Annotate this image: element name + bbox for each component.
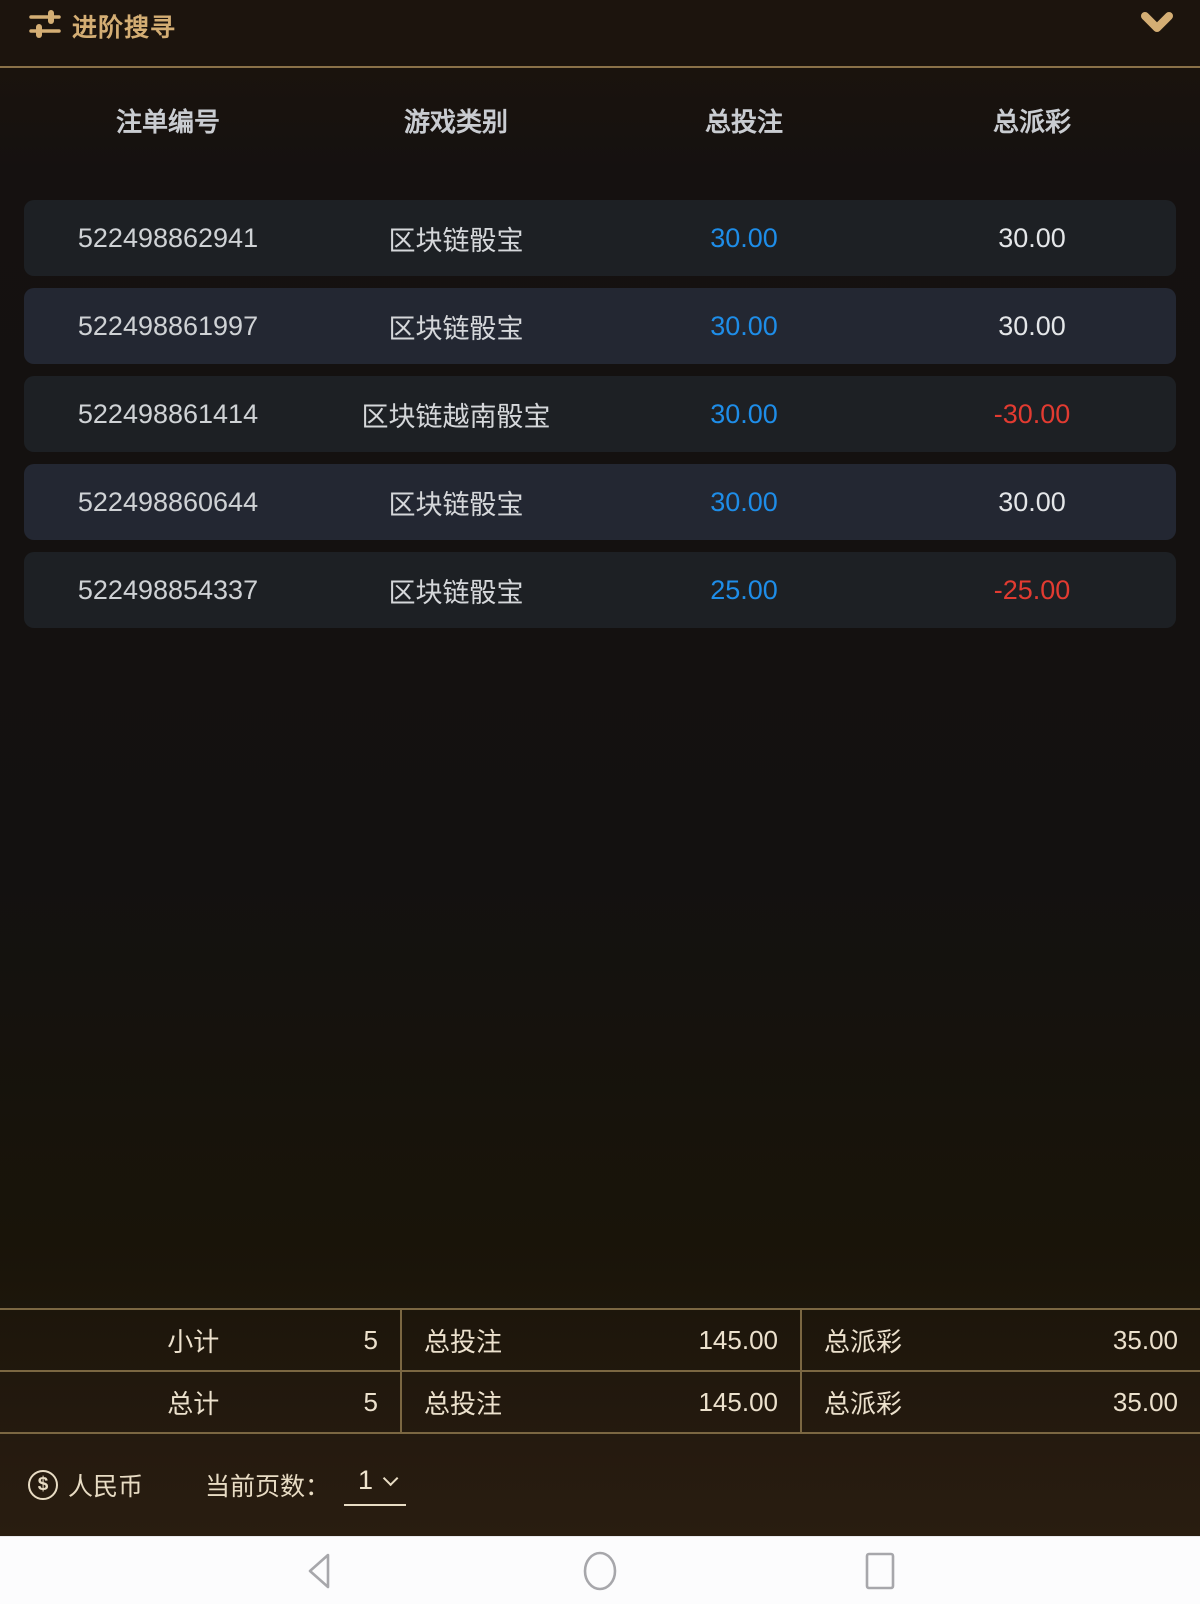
subtotal-payout-total: 35.00 — [1112, 1324, 1178, 1355]
payout-amount: 30.00 — [998, 310, 1066, 341]
grand-total-row: 总计 5 总投注 145.00 总派彩 35.00 — [0, 1372, 1200, 1434]
summary-table: 小计 5 总投注 145.00 总派彩 35.00 总计 5 总投注 145.0… — [0, 1308, 1200, 1434]
bet-amount: 25.00 — [710, 574, 778, 605]
table-row[interactable]: 522498862941 区块链骰宝 30.00 30.00 — [24, 200, 1176, 276]
payout-amount: 30.00 — [998, 486, 1066, 517]
currency-label: 人民币 — [68, 1473, 144, 1501]
table-row[interactable]: 522498854337 区块链骰宝 25.00 -25.00 — [24, 552, 1176, 628]
page-selector-group: 当前页数： 1 — [205, 1464, 407, 1506]
bet-amount: 30.00 — [710, 310, 778, 341]
total-bet-total: 145.00 — [698, 1386, 778, 1417]
subtotal-label: 小计 — [167, 1326, 220, 1357]
current-page-label: 当前页数： — [205, 1473, 331, 1501]
subtotal-count: 5 — [363, 1324, 378, 1355]
game-category: 区块链骰宝 — [388, 313, 524, 344]
total-payout-label: 总派彩 — [824, 1388, 903, 1419]
pagination-footer: $ 人民币 当前页数： 1 — [0, 1434, 1200, 1536]
recents-button[interactable] — [859, 1550, 901, 1592]
filter-sliders-icon — [28, 6, 62, 45]
total-bet-label: 总投注 — [424, 1388, 503, 1419]
game-category: 区块链骰宝 — [388, 489, 524, 520]
table-row[interactable]: 522498861997 区块链骰宝 30.00 30.00 — [24, 288, 1176, 364]
android-navigation-bar — [0, 1536, 1200, 1604]
current-page-number: 1 — [358, 1464, 374, 1495]
column-header-game: 游戏类别 — [403, 106, 508, 137]
total-label: 总计 — [167, 1388, 220, 1419]
empty-area — [0, 640, 1200, 1308]
bet-id: 522498854337 — [77, 574, 259, 605]
payout-amount: -25.00 — [993, 574, 1071, 605]
bet-amount: 30.00 — [710, 398, 778, 429]
bet-amount: 30.00 — [710, 486, 778, 517]
payout-amount: 30.00 — [998, 222, 1066, 253]
bet-id: 522498862941 — [77, 222, 259, 253]
advanced-search-label: 进阶搜寻 — [72, 13, 177, 42]
bet-amount: 30.00 — [710, 222, 778, 253]
advanced-search-bar: 进阶搜寻 — [0, 0, 1200, 68]
currency-indicator: $ 人民币 — [28, 1467, 143, 1503]
bet-id: 522498860644 — [77, 486, 259, 517]
table-row[interactable]: 522498861414 区块链越南骰宝 30.00 -30.00 — [24, 376, 1176, 452]
game-category: 区块链骰宝 — [388, 225, 524, 256]
subtotal-row: 小计 5 总投注 145.00 总派彩 35.00 — [0, 1310, 1200, 1372]
page-select-dropdown[interactable]: 1 — [344, 1464, 407, 1506]
game-category: 区块链骰宝 — [388, 577, 524, 608]
dollar-coin-icon: $ — [28, 1470, 58, 1500]
column-header-total-payout: 总派彩 — [992, 106, 1071, 137]
chevron-down-icon[interactable] — [1140, 8, 1174, 41]
game-category: 区块链越南骰宝 — [361, 401, 551, 432]
column-header-bet-id: 注单编号 — [115, 106, 220, 137]
subtotal-payout-label: 总派彩 — [824, 1326, 903, 1357]
advanced-search-toggle[interactable]: 进阶搜寻 — [28, 6, 176, 45]
table-body: 522498862941 区块链骰宝 30.00 30.00 522498861… — [24, 200, 1176, 640]
subtotal-bet-total: 145.00 — [698, 1324, 778, 1355]
total-count: 5 — [363, 1386, 378, 1417]
home-button[interactable] — [579, 1550, 621, 1592]
table-header: 注单编号 游戏类别 总投注 总派彩 — [24, 100, 1176, 140]
chevron-down-icon — [382, 1470, 399, 1486]
table-row[interactable]: 522498860644 区块链骰宝 30.00 30.00 — [24, 464, 1176, 540]
bet-id: 522498861414 — [77, 398, 259, 429]
back-button[interactable] — [299, 1550, 341, 1592]
subtotal-bet-label: 总投注 — [424, 1326, 503, 1357]
total-payout-total: 35.00 — [1112, 1386, 1178, 1417]
payout-amount: -30.00 — [993, 398, 1071, 429]
column-header-total-bet: 总投注 — [704, 106, 783, 137]
bet-records-panel: 注单编号 游戏类别 总投注 总派彩 522498862941 区块链骰宝 30.… — [0, 68, 1200, 1536]
bet-id: 522498861997 — [77, 310, 259, 341]
